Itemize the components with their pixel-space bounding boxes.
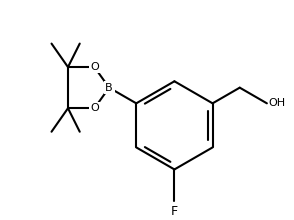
Text: O: O — [90, 62, 99, 72]
Text: F: F — [171, 205, 178, 218]
Text: OH: OH — [269, 98, 286, 108]
Text: B: B — [105, 83, 113, 93]
Text: O: O — [90, 103, 99, 113]
